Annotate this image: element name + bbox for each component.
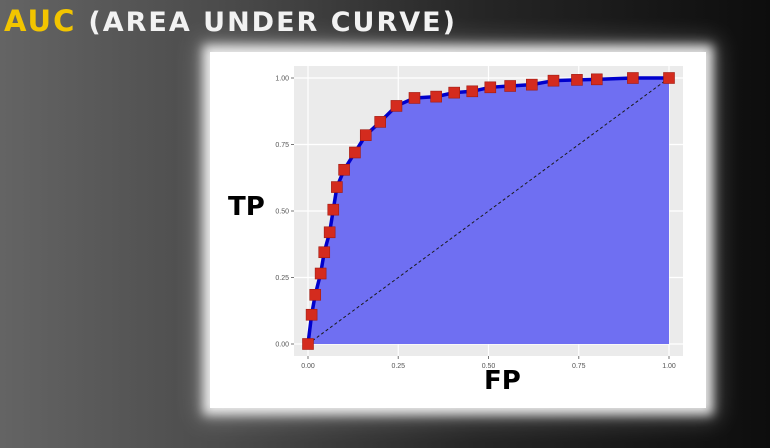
data-point — [663, 72, 675, 84]
data-point — [327, 203, 340, 216]
data-point — [318, 246, 331, 259]
x-tick-label: 0.00 — [301, 363, 315, 370]
data-point — [323, 226, 336, 239]
data-point — [390, 100, 403, 112]
data-point — [571, 74, 583, 86]
data-point — [448, 86, 461, 99]
x-tick-label: 0.25 — [391, 363, 405, 370]
data-point — [338, 163, 350, 176]
slide-title-rest: (AREA UNDER CURVE) — [88, 7, 457, 38]
data-point — [430, 90, 442, 103]
data-point — [484, 81, 497, 94]
data-point — [302, 338, 314, 350]
data-point — [504, 80, 516, 92]
data-point — [359, 129, 372, 141]
data-point — [547, 74, 560, 87]
data-point — [590, 73, 603, 86]
y-tick-label: 0.00 — [275, 342, 289, 349]
data-point — [408, 92, 421, 104]
x-tick-label: 1.00 — [662, 363, 676, 370]
x-tick-label: 0.75 — [572, 363, 586, 370]
data-point — [314, 267, 327, 280]
y-tick-label: 0.25 — [275, 275, 289, 282]
data-point — [374, 116, 386, 128]
chart-card: 0.00 0.25 0.50 0.75 1.00 0.00 0.25 0.50 0.75 1.00… — [210, 52, 706, 408]
y-tick-label: 0.75 — [275, 142, 289, 149]
x-tick-label: 0.50 — [482, 363, 496, 370]
data-point — [349, 146, 361, 159]
data-point — [309, 288, 322, 301]
data-point — [627, 72, 639, 84]
data-point — [526, 78, 538, 91]
y-tick-label: 0.50 — [275, 209, 289, 216]
data-point — [305, 308, 318, 321]
x-axis-label: FP — [484, 366, 521, 396]
y-axis-label: TP — [228, 192, 265, 222]
data-point — [331, 181, 343, 193]
data-point — [466, 85, 479, 98]
slide-title-accent: AUC — [4, 4, 77, 38]
roc-chart: 0.00 0.25 0.50 0.75 1.00 0.00 0.25 0.50 0.75 1.00 — [275, 66, 683, 370]
slide-title: AUC (AREA UNDER CURVE) — [4, 4, 457, 38]
y-tick-label: 1.00 — [275, 76, 289, 83]
